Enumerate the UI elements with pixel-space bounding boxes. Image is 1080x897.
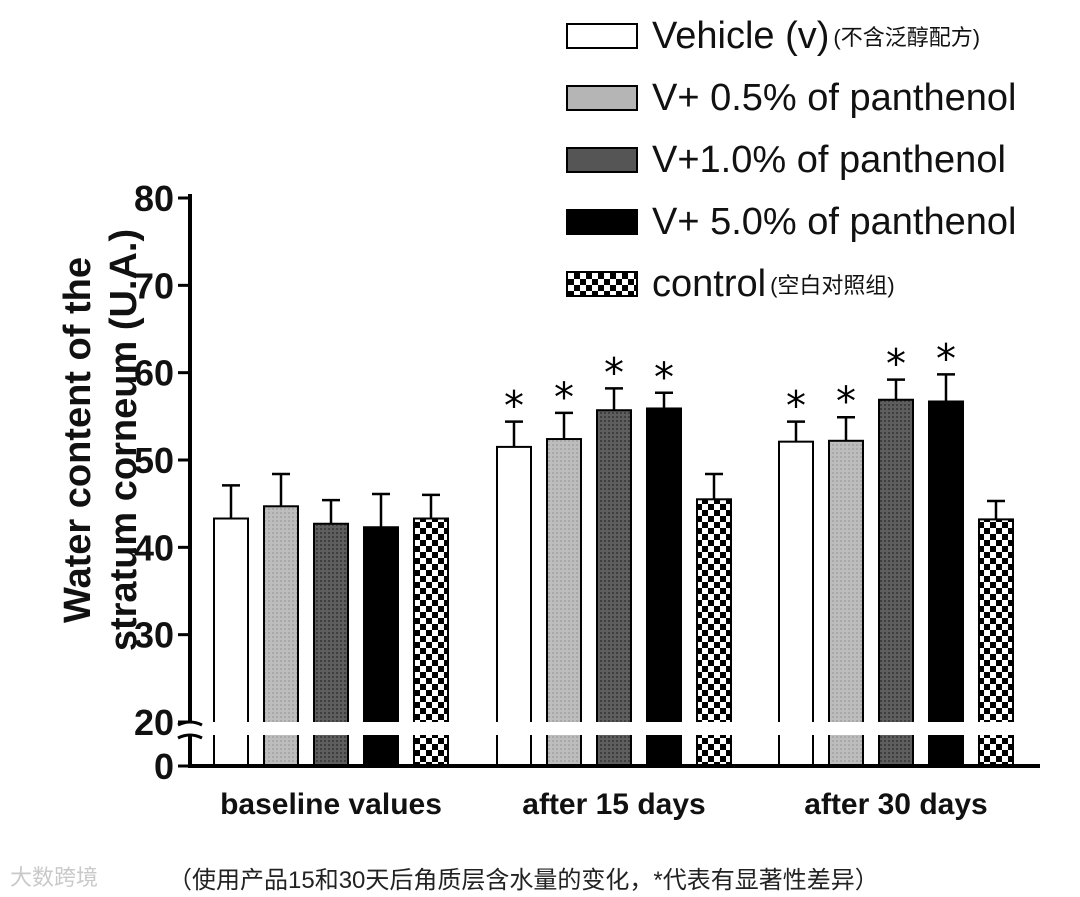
axis-break-band <box>180 722 1040 735</box>
bar <box>828 439 864 767</box>
legend-swatch-5-0 <box>566 209 638 235</box>
legend-label: Vehicle (v) <box>652 14 830 57</box>
significance-marker: * <box>604 350 624 396</box>
significance-marker: * <box>936 336 956 382</box>
legend-item-0-5: V+ 0.5% of panthenol <box>566 67 1016 129</box>
legend-item-1-0: V+1.0% of panthenol <box>566 129 1016 191</box>
legend-swatch-control <box>566 271 638 297</box>
bar <box>546 438 582 767</box>
significance-marker: * <box>654 355 674 401</box>
bar <box>496 445 532 767</box>
legend-label: V+ 0.5% of panthenol <box>652 76 1017 119</box>
legend: Vehicle (v) (不含泛醇配方) V+ 0.5% of pantheno… <box>566 5 1016 315</box>
y-tick-label: 30 <box>134 615 174 656</box>
legend-label: V+ 5.0% of panthenol <box>652 200 1017 243</box>
bar <box>696 498 732 767</box>
bars-layer <box>213 373 1014 768</box>
bar <box>646 407 682 767</box>
axis-break-mark <box>177 733 203 740</box>
y-axis-title-line2: stratum corneum (U.A.) <box>103 228 145 652</box>
labels-layer: * * * * * * * * 020 30 40 50 60 70 80 baseline values af… <box>134 178 988 821</box>
significance-marker: * <box>786 384 806 430</box>
significance-marker: * <box>836 379 856 425</box>
figure-caption: （使用产品15和30天后角质层含水量的变化，*代表有显著性差异） <box>168 867 879 894</box>
y-axis-title-line1: Water content of the <box>57 257 99 623</box>
bar <box>878 398 914 767</box>
y-tick-label: 60 <box>134 353 174 394</box>
legend-swatch-1-0 <box>566 147 638 173</box>
x-category-label: after 15 days <box>522 788 705 821</box>
y-tick-label: 40 <box>134 527 174 568</box>
significance-marker: * <box>554 375 574 421</box>
watermark: 大数跨境 <box>10 865 99 890</box>
x-category-label: after 30 days <box>804 788 987 821</box>
legend-item-vehicle: Vehicle (v) (不含泛醇配方) <box>566 5 1016 67</box>
bar <box>928 400 964 767</box>
y-tick-label: 70 <box>134 265 174 306</box>
significance-marker: * <box>504 384 524 430</box>
y-tick-label: 20 <box>134 702 174 743</box>
legend-item-control: control (空白对照组) <box>566 253 1016 315</box>
y-tick-label: 80 <box>134 178 174 219</box>
legend-item-5-0: V+ 5.0% of panthenol <box>566 191 1016 253</box>
y-tick-label: 0 <box>154 746 174 787</box>
y-tick-label: 50 <box>134 440 174 481</box>
y-axis-title: Water content of the stratum corneum (U.… <box>55 140 147 740</box>
legend-swatch-vehicle <box>566 23 638 49</box>
axes-layer <box>177 194 1040 768</box>
legend-label: V+1.0% of panthenol <box>652 138 1006 181</box>
bar <box>596 409 632 767</box>
legend-note: (空白对照组) <box>770 273 895 298</box>
legend-swatch-0-5 <box>566 85 638 111</box>
significance-marker: * <box>886 342 906 388</box>
legend-label: control <box>652 262 767 305</box>
legend-note: (不含泛醇配方) <box>833 25 981 50</box>
x-category-label: baseline values <box>220 788 442 821</box>
bar <box>778 440 814 767</box>
